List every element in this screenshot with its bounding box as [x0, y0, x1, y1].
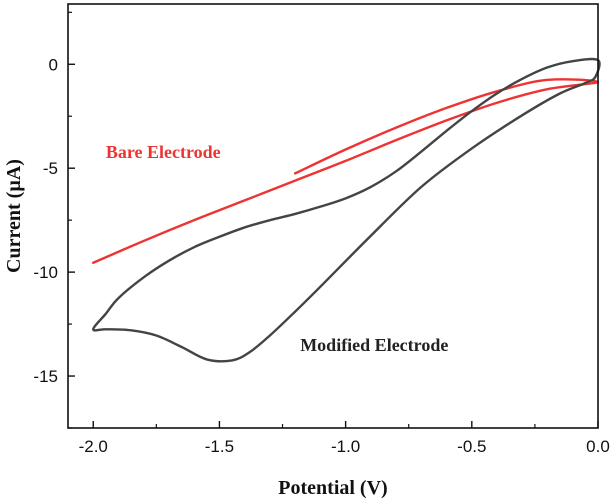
x-tick-label: -2.0	[79, 437, 108, 456]
y-tick-label: -10	[33, 263, 58, 282]
series-line-modified-electrode	[92, 57, 601, 363]
y-tick-label: 0	[49, 55, 58, 74]
x-tick-label: 0.0	[586, 437, 610, 456]
x-tick-label: -0.5	[457, 437, 486, 456]
x-axis-label: Potential (V)	[278, 477, 387, 499]
y-axis-label: Current (µA)	[3, 159, 25, 273]
annotation-modified-electrode: Modified Electrode	[300, 335, 448, 355]
annotation-bare-electrode: Bare Electrode	[106, 142, 221, 162]
plot-layer: Bare Electrode Modified Electrode	[92, 57, 601, 363]
axis-layer: -2.0 -1.5 -1.0 -0.5 0.0 0 -5 -10 -15	[33, 11, 610, 456]
plot-frame	[67, 3, 599, 429]
y-tick-label: -5	[43, 159, 58, 178]
y-tick-label: -15	[33, 367, 58, 386]
x-tick-label: -1.5	[205, 437, 234, 456]
x-tick-label: -1.0	[331, 437, 360, 456]
series-line-bare-electrode	[92, 78, 600, 264]
